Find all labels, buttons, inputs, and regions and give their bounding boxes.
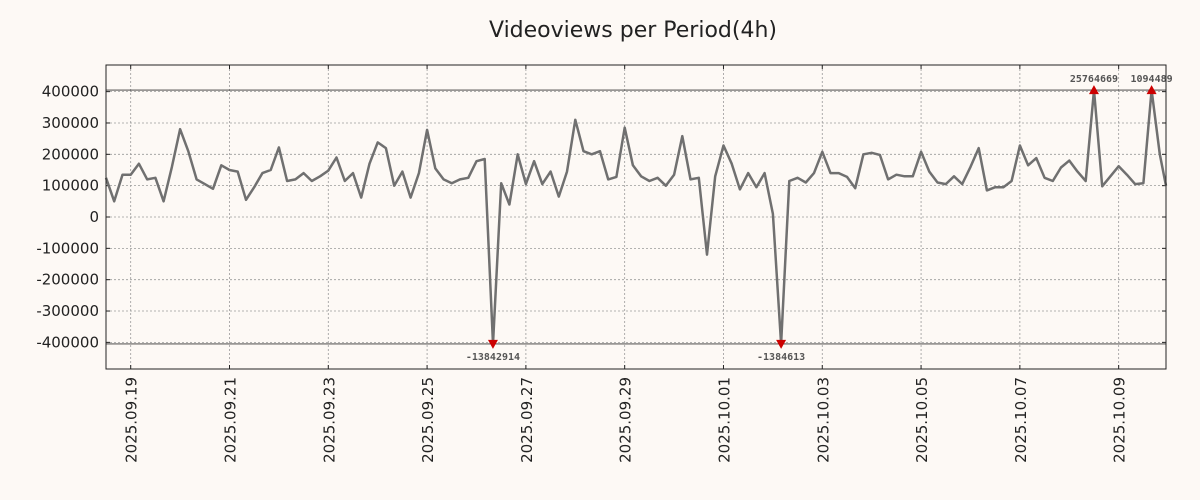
clip-marker: [1088, 85, 1099, 95]
plot-frame: [105, 64, 1167, 370]
x-tick-label: 2025.09.27: [518, 377, 536, 463]
x-tick-label: 2025.09.25: [419, 377, 437, 463]
series-layer: [104, 88, 1168, 346]
clip-marker: [776, 339, 787, 349]
chart-title: Videoviews per Period(4h): [489, 18, 777, 43]
x-tick-label: 2025.09.23: [320, 377, 338, 463]
clip-marker: [487, 339, 498, 349]
series-line: [104, 88, 1168, 346]
y-tick-label: -100000: [36, 239, 99, 257]
clip-value-label: -1384613: [757, 352, 805, 363]
x-tick-label: 2025.09.19: [123, 377, 141, 463]
y-tick-label: 100000: [42, 177, 99, 195]
clip-value-label: -13842914: [466, 352, 520, 363]
clip-marker: [1146, 85, 1157, 95]
y-tick-label: -200000: [36, 271, 99, 289]
x-tick-label: 2025.10.05: [913, 377, 931, 463]
x-tick-label: 2025.10.03: [814, 377, 832, 463]
grid-lines: [106, 65, 1166, 369]
y-tick-label: -400000: [36, 333, 99, 351]
x-tick-label: 2025.09.21: [221, 377, 239, 463]
axes: 400000 300000 200000 100000 0 -100000 -200000 -…: [36, 65, 1166, 463]
x-tick-label: 2025.10.09: [1111, 377, 1129, 463]
y-tick-label: -300000: [36, 302, 99, 320]
x-tick-label: 2025.10.01: [715, 377, 733, 463]
y-tick-label: 400000: [42, 83, 99, 101]
clip-reference-lines: [106, 89, 1166, 345]
clip-value-label: 25764669: [1070, 74, 1118, 85]
clip-value-label: 1094489: [1131, 74, 1173, 85]
annotations: -13842914 -1384613 25764669 1094489: [466, 74, 1173, 363]
x-tick-label: 2025.10.07: [1012, 377, 1030, 463]
y-tick-label: 0: [89, 208, 99, 226]
y-tick-label: 200000: [42, 145, 99, 163]
x-tick-label: 2025.09.29: [617, 377, 635, 463]
y-tick-label: 300000: [42, 114, 99, 132]
